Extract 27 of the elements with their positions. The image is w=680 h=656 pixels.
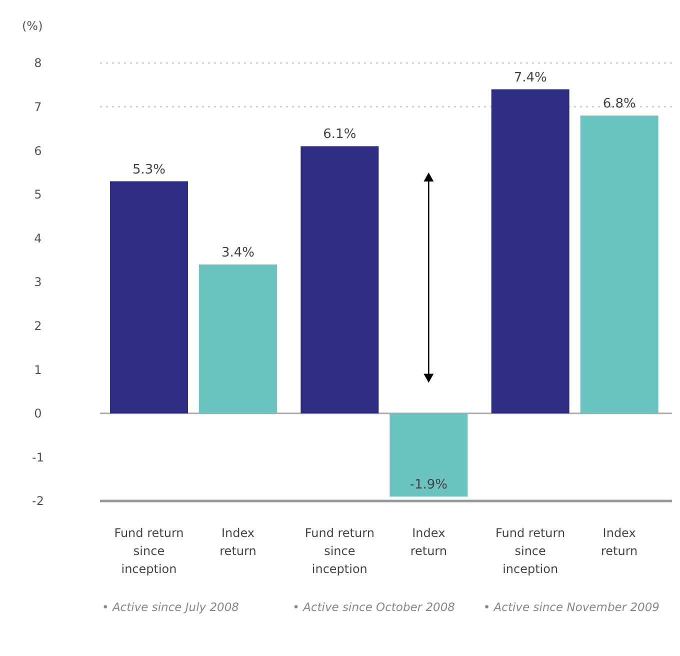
y-tick-label: -1 [32,450,44,464]
y-tick-label: 3 [34,275,42,290]
text: • Active since July 2008 [102,600,240,614]
y-axis-title: (%) [22,19,43,33]
data-label: 7.4% [514,70,547,86]
y-tick-label: -2 [32,494,44,508]
x-tick-label: Index return [410,526,448,558]
x-tick-label: Index return [220,526,256,558]
y-tick-label: 5 [34,188,42,202]
data-label: 5.3% [132,162,166,178]
y-tick-label: 0 [34,406,42,421]
text: • Active since November 2009 [483,600,660,614]
data-label: 6.8% [602,96,636,112]
y-tick-label: 8 [34,56,42,70]
y-tick-label: 6 [34,144,42,158]
y-tick-label: 2 [34,319,42,333]
data-label: 3.4% [221,245,255,260]
data-label: -1.9% [410,478,448,493]
text: • Active since October 2008 [292,600,456,614]
x-tick-label: Index return [600,526,638,558]
x-tick-label: Fund return since inception [496,526,566,576]
x-tick-label: Fund return since inception [114,526,184,576]
data-label: 6.1% [323,127,356,142]
y-tick-label: 1 [34,362,42,377]
x-tick-label: Fund return since inception [304,526,374,576]
y-tick-label: 7 [34,100,42,114]
y-tick-label: 4 [34,231,42,246]
